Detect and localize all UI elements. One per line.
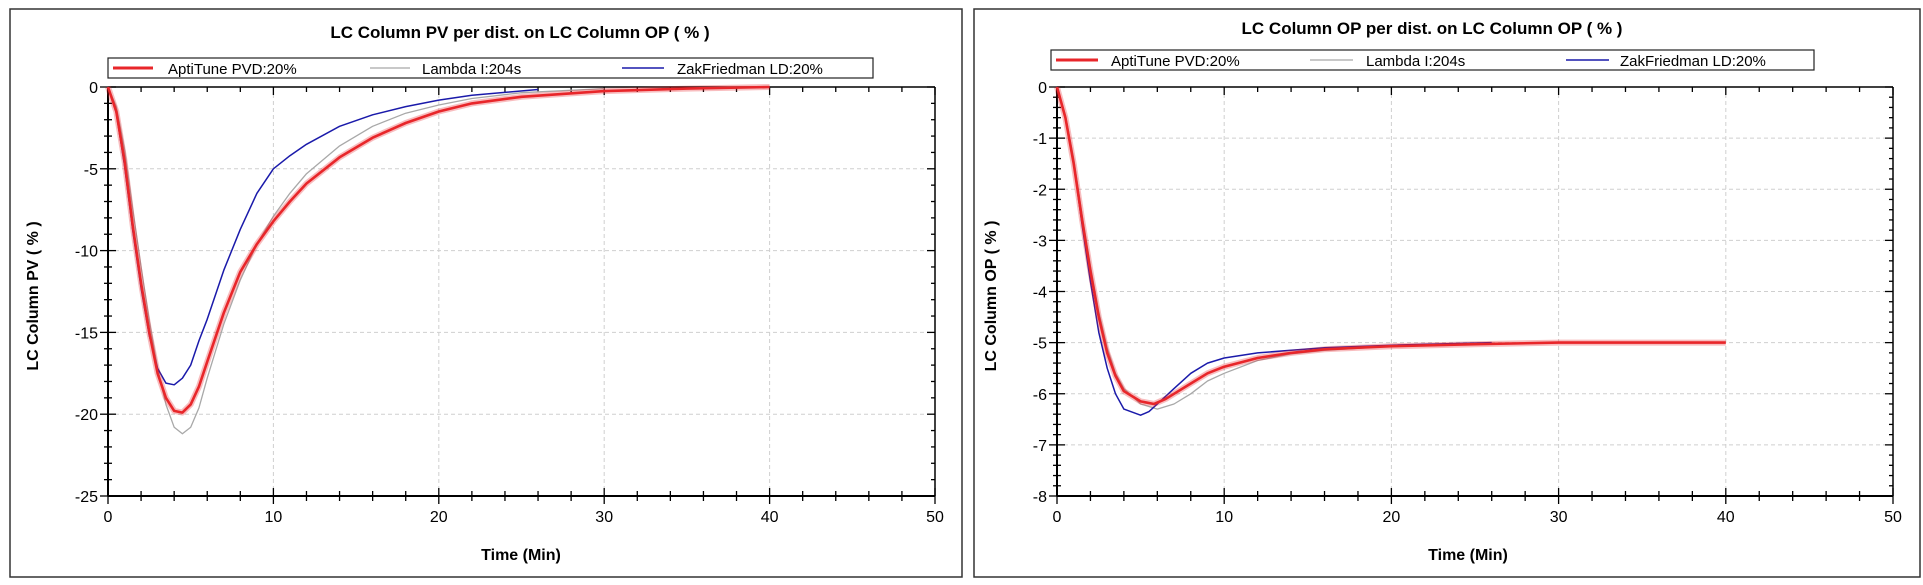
legend-label-lambda: Lambda I:204s: [422, 61, 521, 78]
legend-label-aptitune: AptiTune PVD:20%: [168, 61, 297, 78]
x-axis-label: Time (Min): [481, 547, 561, 564]
x-tick-label: 30: [1550, 509, 1568, 526]
y-tick-label: -2: [1033, 182, 1047, 199]
panel-border: [9, 8, 963, 578]
series-line-aptitune: [1055, 86, 1726, 406]
legend-box: [107, 57, 874, 79]
y-tick-label: -5: [1033, 336, 1047, 353]
y-tick-label: -8: [1033, 489, 1047, 506]
legend-label-zakfriedman: ZakFriedman LD:20%: [1620, 53, 1766, 70]
y-tick-label: 0: [1038, 80, 1047, 97]
y-tick-label: -3: [1033, 233, 1047, 250]
legend-label-zakfriedman: ZakFriedman LD:20%: [677, 61, 823, 78]
x-tick-label: 30: [595, 509, 613, 526]
legend: AptiTune PVD:20% Lambda I:204s ZakFriedm…: [1050, 49, 1815, 71]
y-axis-label: LC Column PV ( % ): [25, 221, 42, 370]
y-tick-label: -20: [75, 407, 98, 424]
x-tick-label: 20: [1383, 509, 1401, 526]
x-tick-label: 50: [1884, 509, 1902, 526]
x-tick-label: 0: [1053, 509, 1062, 526]
chart-title: LC Column PV per dist. on LC Column OP (…: [330, 23, 709, 42]
op-chart-panel: LC Column OP per dist. on LC Column OP (…: [973, 8, 1921, 578]
panel-border: [973, 8, 1921, 578]
y-tick-label: -15: [75, 325, 98, 342]
y-tick-label: 0: [89, 80, 98, 97]
y-tick-label: -1: [1033, 131, 1047, 148]
y-tick-label: -10: [75, 244, 98, 261]
legend: AptiTune PVD:20% Lambda I:204s ZakFriedm…: [107, 57, 874, 79]
x-tick-label: 40: [1717, 509, 1735, 526]
legend-box: [1050, 49, 1815, 71]
y-tick-label: -7: [1033, 438, 1047, 455]
series-line-aptitune: [106, 85, 770, 414]
x-tick-label: 10: [1215, 509, 1233, 526]
y-axis-label: LC Column OP ( % ): [983, 221, 1000, 372]
chart-title: LC Column OP per dist. on LC Column OP (…: [1242, 19, 1623, 38]
x-tick-label: 0: [104, 509, 113, 526]
x-tick-label: 10: [265, 509, 283, 526]
legend-label-lambda: Lambda I:204s: [1366, 53, 1465, 70]
y-tick-label: -4: [1033, 285, 1047, 302]
x-tick-label: 40: [761, 509, 779, 526]
x-axis-label: Time (Min): [1428, 547, 1508, 564]
x-tick-label: 50: [926, 509, 944, 526]
plot-area: 0 10 20 30 40 50 0 -1 -2 -3 -4 -5 -6 -7 -8: [1033, 80, 1902, 526]
legend-label-aptitune: AptiTune PVD:20%: [1111, 53, 1240, 70]
x-tick-label: 20: [430, 509, 448, 526]
y-tick-label: -5: [84, 162, 98, 179]
y-tick-label: -25: [75, 489, 98, 506]
series-line-lambda: [107, 86, 605, 435]
pv-chart-panel: LC Column PV per dist. on LC Column OP (…: [9, 8, 963, 578]
plot-area: 0 10 20 30 40 50 0 -5 -10 -15 -20 -25: [75, 80, 944, 526]
y-tick-label: -6: [1033, 387, 1047, 404]
